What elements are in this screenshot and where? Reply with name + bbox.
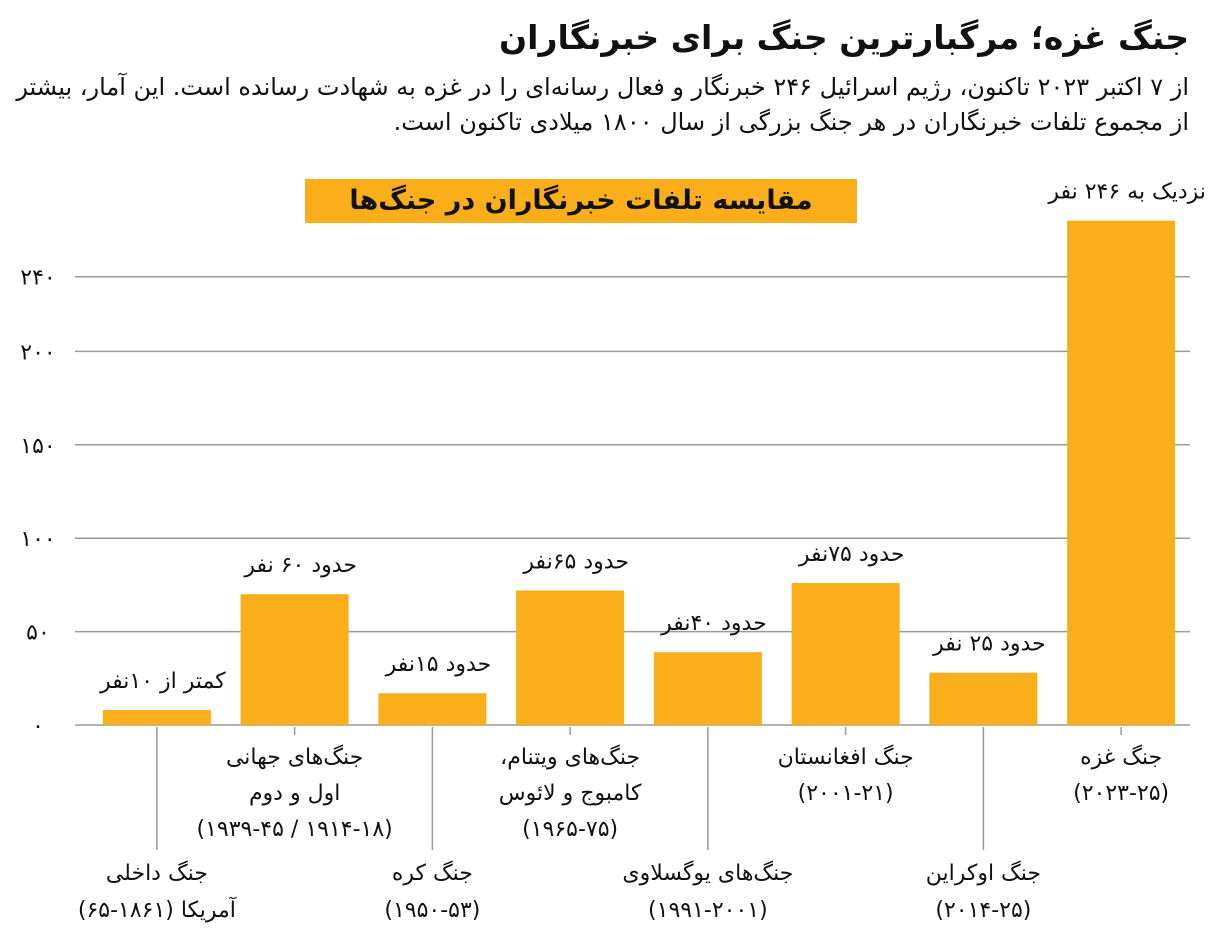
page-title: جنگ غزه؛ مرگبارترین جنگ برای خبرنگاران bbox=[498, 18, 1189, 57]
y-tick-label: ۱۰۰ bbox=[20, 527, 55, 552]
category-label: (۱۹۵۰-۵۳) bbox=[384, 898, 480, 923]
bar bbox=[791, 583, 900, 725]
category-label: جنگ اوکراین bbox=[926, 860, 1041, 886]
category-label: (۲۰۲۳-۲۵) bbox=[1073, 781, 1169, 806]
chart-title: مقایسه تلفات خبرنگاران در جنگ‌ها bbox=[305, 179, 857, 223]
bar-value-label: نزدیک به ۲۴۶ نفر bbox=[1047, 180, 1206, 205]
category-label: جنگ غزه bbox=[1080, 744, 1162, 770]
category-label: (۱۹۹۱-۲۰۰۱) bbox=[648, 898, 768, 923]
bar-value-label: کمتر از ۱۰نفر bbox=[99, 669, 226, 694]
bar bbox=[516, 590, 625, 725]
bar-value-label: حدود ۶۵نفر bbox=[522, 550, 629, 575]
y-tick-label: ۵۰ bbox=[26, 621, 50, 646]
bar-value-label: حدود ۲۵ نفر bbox=[932, 632, 1046, 657]
category-label: جنگ‌های یوگسلاوی bbox=[622, 860, 793, 886]
bar-value-label: حدود ۶۰ نفر bbox=[243, 553, 357, 578]
category-label: (۲۰۰۱-۲۱) bbox=[798, 781, 894, 806]
category-label: کامبوج و لائوس bbox=[499, 781, 642, 806]
category-label: (۱۹۶۵-۷۵) bbox=[522, 817, 618, 842]
y-tick-label: ۲۰۰ bbox=[20, 340, 55, 365]
category-label: آمریکا (۱۸۶۱-۶۵) bbox=[78, 896, 237, 923]
y-tick-label: ۲۴۰ bbox=[20, 266, 55, 291]
category-label: جنگ افغانستان bbox=[778, 744, 914, 770]
category-label: جنگ داخلی bbox=[106, 860, 208, 886]
y-tick-label: ۱۵۰ bbox=[20, 434, 55, 459]
category-label: اول و دوم bbox=[249, 781, 340, 806]
bar bbox=[102, 710, 211, 725]
category-label: جنگ‌های جهانی bbox=[226, 744, 363, 770]
bar bbox=[929, 672, 1038, 725]
bar bbox=[653, 652, 762, 725]
bar bbox=[1067, 220, 1176, 725]
category-label: (۲۰۱۴-۲۵) bbox=[935, 898, 1031, 923]
y-tick-label: ۰ bbox=[32, 714, 44, 739]
bar bbox=[240, 594, 349, 725]
bar-value-label: حدود ۷۵نفر bbox=[798, 542, 905, 567]
category-label: جنگ‌های ویتنام، bbox=[500, 744, 640, 770]
bar-value-label: حدود ۴۰نفر bbox=[660, 611, 767, 636]
bar bbox=[378, 693, 487, 725]
bar-value-label: حدود ۱۵نفر bbox=[385, 652, 492, 677]
category-label: جنگ کره bbox=[392, 860, 473, 886]
category-label: (۱۹۱۴-۱۸ / ۱۹۳۹-۴۵) bbox=[196, 817, 392, 842]
page-subtitle: از ۷ اکتبر ۲۰۲۳ تاکنون، رژیم اسرائیل ۲۴۶… bbox=[16, 73, 1189, 136]
